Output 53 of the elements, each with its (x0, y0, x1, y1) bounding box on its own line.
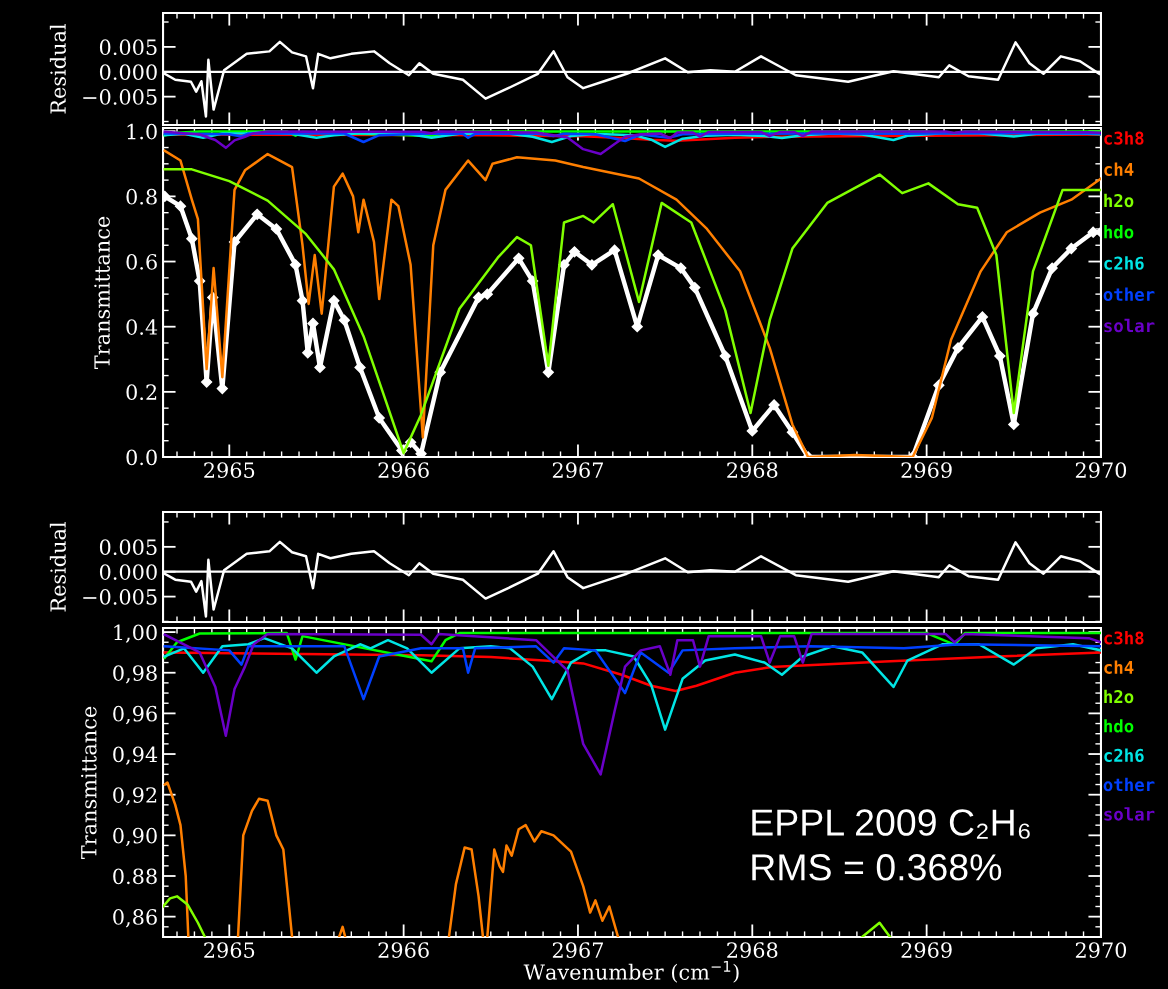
y-axis-title: Transmittance (81, 706, 97, 859)
y-tick-label: 0,94 (113, 746, 158, 765)
y-tick-label: 0,96 (113, 705, 157, 725)
annotation: EPPL 2009 C₂H₆ (752, 809, 1030, 839)
x-tick-label: 2968 (727, 942, 778, 958)
y-tick-label: 0,98 (113, 665, 157, 684)
y-tick-label: 0.6 (126, 254, 157, 270)
y-tick-label: 0.8 (126, 188, 157, 205)
y-tick-label: 0.000 (99, 564, 157, 580)
y-tick-label: 0.4 (126, 319, 158, 335)
y-tick-label: −0.005 (83, 589, 157, 605)
text: hdo (1104, 225, 1134, 239)
series-label: h2o (1104, 193, 1134, 208)
x-tick-label: 2969 (901, 942, 952, 958)
text: solar (1104, 807, 1155, 821)
x-tick-label: 2966 (378, 462, 429, 478)
y-tick-label: 0.88 (113, 868, 157, 885)
x-tick-label: 2965 (204, 462, 255, 478)
y-tick-label: −0.005 (83, 89, 157, 105)
x-tick-label: 2967 (552, 462, 603, 478)
y-tick-label: 0.000 (99, 64, 157, 80)
x-tick-label: 2970 (1075, 462, 1127, 478)
y-tick-label: 0,92 (113, 787, 157, 806)
y-tick-label: 1.0 (127, 123, 157, 140)
y-axis-title: Residual (49, 522, 66, 612)
y-axis-title: Transmittance (94, 216, 110, 369)
x-tick-label: 2966 (378, 942, 429, 958)
text: ch4 (1104, 660, 1134, 674)
text: other (1103, 777, 1155, 792)
y-tick-label: 0,90 (113, 827, 157, 847)
text: other (1103, 287, 1155, 301)
y-tick-label: 0.2 (126, 384, 157, 401)
text: solar (1104, 318, 1155, 333)
series-label: c3h8 (1104, 631, 1144, 645)
series-label: c3h8 (1104, 131, 1144, 145)
y-tick-label: 0.0 (126, 449, 157, 466)
x-tick-label: 2965 (204, 942, 255, 958)
text: c2h6 (1104, 256, 1144, 270)
y-tick-label: 1,00 (114, 624, 157, 643)
x-tick-label: 2968 (727, 462, 778, 478)
x-tick-label: 2969 (901, 462, 952, 478)
y-tick-label: 0.005 (99, 539, 157, 556)
y-tick-label: 0,86 (113, 909, 157, 928)
series-label: ch4 (1104, 162, 1134, 176)
x-axis-title: Wavenumber (cm$^{−1}$) (523, 961, 739, 983)
text: hdo (1104, 719, 1134, 733)
y-axis-title: Residual (49, 24, 66, 114)
text: c2h6 (1104, 748, 1144, 762)
text: h2o (1104, 689, 1134, 704)
x-tick-label: 2967 (552, 942, 603, 958)
y-tick-label: 0.005 (99, 39, 157, 56)
annotation: RMS = 0.368% (752, 854, 1002, 881)
x-tick-label: 2970 (1075, 942, 1127, 958)
